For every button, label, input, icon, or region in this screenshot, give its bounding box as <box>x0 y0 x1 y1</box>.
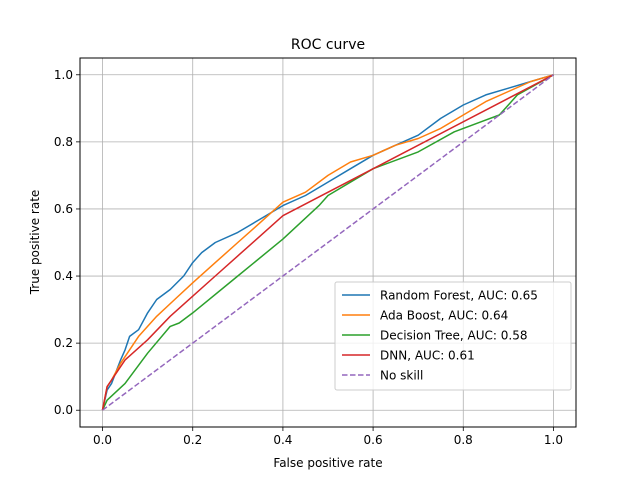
legend: Random Forest, AUC: 0.65 Ada Boost, AUC: … <box>334 281 572 391</box>
y-tick-label: 0.4 <box>54 269 73 283</box>
legend-label-decision-tree: Decision Tree, AUC: 0.58 <box>380 329 527 343</box>
legend-label-no-skill: No skill <box>380 369 423 383</box>
chart-title: ROC curve <box>291 37 365 53</box>
x-tick-label: 0.6 <box>364 433 383 447</box>
legend-label-ada-boost: Ada Boost, AUC: 0.64 <box>380 309 508 323</box>
y-tick-label: 0.0 <box>54 403 73 417</box>
series-line-dnn <box>101 74 554 411</box>
y-axis-label: True positive rate <box>28 190 42 296</box>
y-tick-label: 0.2 <box>54 336 73 350</box>
x-axis-label: False positive rate <box>273 456 382 470</box>
grid <box>80 58 576 427</box>
series-line-no-skill <box>102 74 554 411</box>
series-lines <box>101 74 554 411</box>
x-tick-label: 0.8 <box>454 433 473 447</box>
x-ticks: 0.0 0.2 0.4 0.6 0.8 1.0 <box>93 427 563 447</box>
legend-box <box>334 281 572 391</box>
x-tick-label: 0.4 <box>273 433 292 447</box>
series-line-random-forest <box>101 74 554 411</box>
series-line-decision-tree <box>101 74 554 411</box>
x-tick-label: 0.0 <box>93 433 112 447</box>
y-tick-label: 1.0 <box>54 68 73 82</box>
series-line-ada-boost <box>101 74 554 411</box>
plot-frame <box>79 57 577 428</box>
x-tick-label: 1.0 <box>544 433 563 447</box>
y-ticks: 0.0 0.2 0.4 0.6 0.8 1.0 <box>54 68 80 417</box>
legend-label-dnn: DNN, AUC: 0.61 <box>380 349 475 363</box>
y-tick-label: 0.6 <box>54 202 73 216</box>
y-tick-label: 0.8 <box>54 135 73 149</box>
legend-label-random-forest: Random Forest, AUC: 0.65 <box>380 289 538 303</box>
x-tick-label: 0.2 <box>183 433 202 447</box>
